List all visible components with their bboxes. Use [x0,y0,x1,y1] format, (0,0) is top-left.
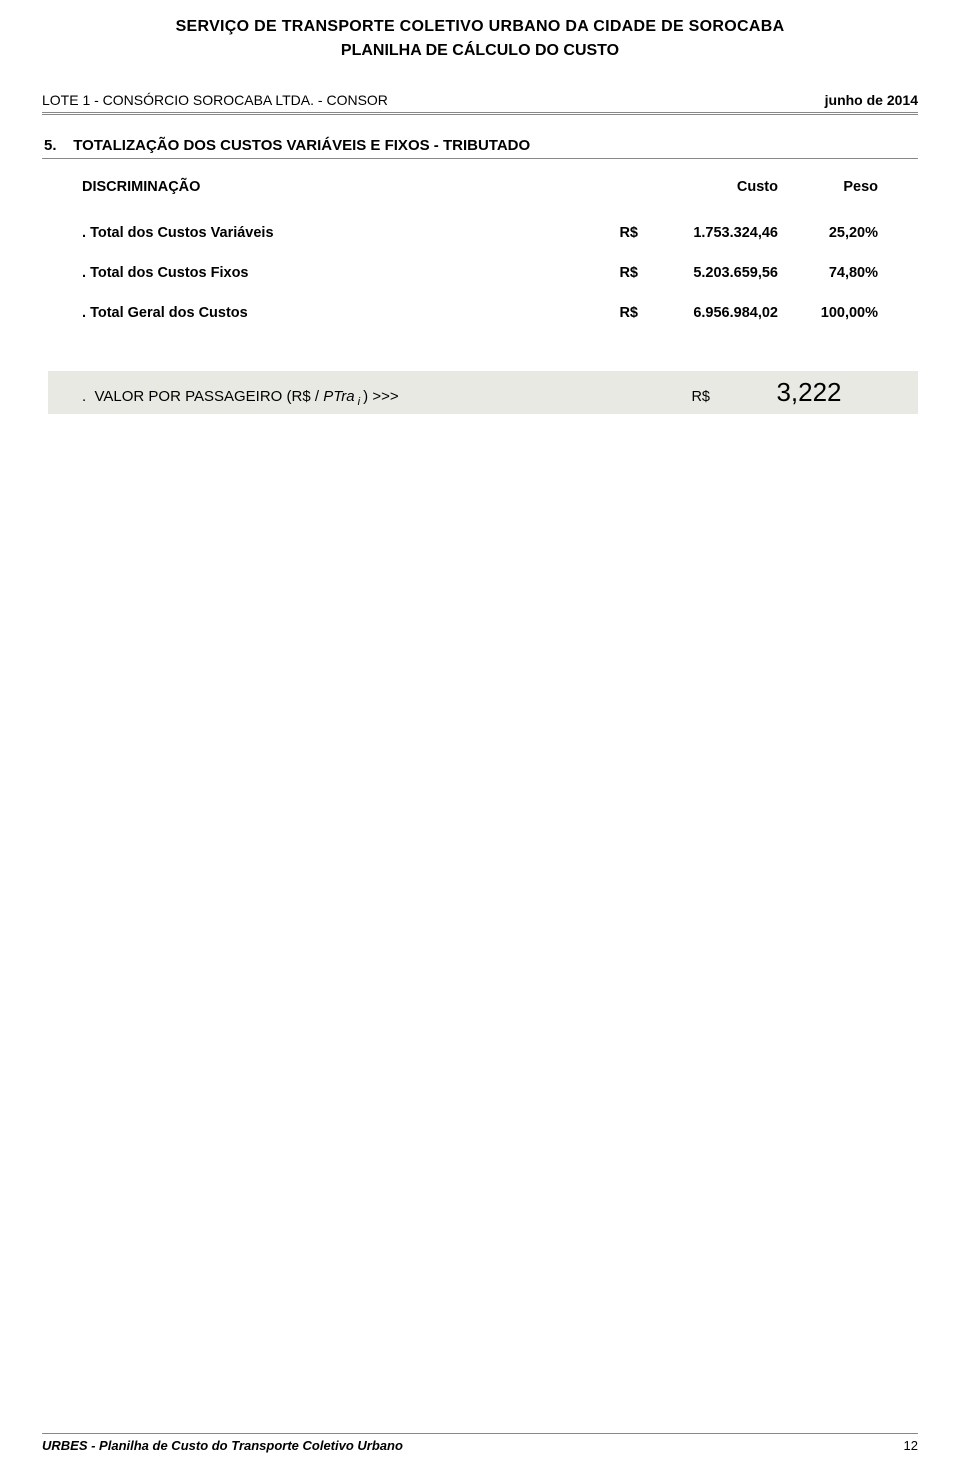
row-peso: 74,80% [778,265,878,281]
divider-single [42,158,918,159]
table-row: . Total dos Custos Fixos R$ 5.203.659,56… [82,265,878,281]
footer-page-number: 12 [904,1438,918,1453]
footer-left: URBES - Planilha de Custo do Transporte … [42,1438,403,1453]
row-rs: R$ [598,265,638,281]
row-custo: 1.753.324,46 [638,225,778,241]
header-line-2: PLANILHA DE CÁLCULO DO CUSTO [42,42,918,60]
header-line-1: SERVIÇO DE TRANSPORTE COLETIVO URBANO DA… [42,18,918,36]
result-row: . VALOR POR PASSAGEIRO (R$ / PTra i ) >>… [48,371,918,414]
result-label: . VALOR POR PASSAGEIRO (R$ / PTra i ) >>… [82,388,670,408]
row-custo: 6.956.984,02 [638,305,778,321]
row-rs: R$ [598,225,638,241]
row-label: . Total Geral dos Custos [82,305,598,321]
table-row: . Total Geral dos Custos R$ 6.956.984,02… [82,305,878,321]
table-header-row: DISCRIMINAÇÃO Custo Peso [82,179,878,195]
result-rs: R$ [670,389,710,405]
document-header: SERVIÇO DE TRANSPORTE COLETIVO URBANO DA… [42,18,918,60]
section-title: 5. TOTALIZAÇÃO DOS CUSTOS VARIÁVEIS E FI… [44,137,918,154]
divider-double [42,112,918,115]
meta-row: LOTE 1 - CONSÓRCIO SOROCABA LTDA. - CONS… [42,92,918,108]
row-custo: 5.203.659,56 [638,265,778,281]
col-header-custo: Custo [638,179,778,195]
row-peso: 100,00% [778,305,878,321]
lote-label: LOTE 1 - CONSÓRCIO SOROCABA LTDA. - CONS… [42,92,388,108]
data-table: DISCRIMINAÇÃO Custo Peso . Total dos Cus… [42,179,918,414]
row-label: . Total dos Custos Fixos [82,265,598,281]
page-footer: URBES - Planilha de Custo do Transporte … [42,1433,918,1453]
row-peso: 25,20% [778,225,878,241]
table-row: . Total dos Custos Variáveis R$ 1.753.32… [82,225,878,241]
date-label: junho de 2014 [825,92,918,108]
section-title-text: TOTALIZAÇÃO DOS CUSTOS VARIÁVEIS E FIXOS… [73,137,530,154]
section-number: 5. [44,137,57,154]
row-label: . Total dos Custos Variáveis [82,225,598,241]
col-header-desc: DISCRIMINAÇÃO [82,179,598,195]
row-rs: R$ [598,305,638,321]
col-header-peso: Peso [778,179,878,195]
result-value: 3,222 [710,377,878,408]
